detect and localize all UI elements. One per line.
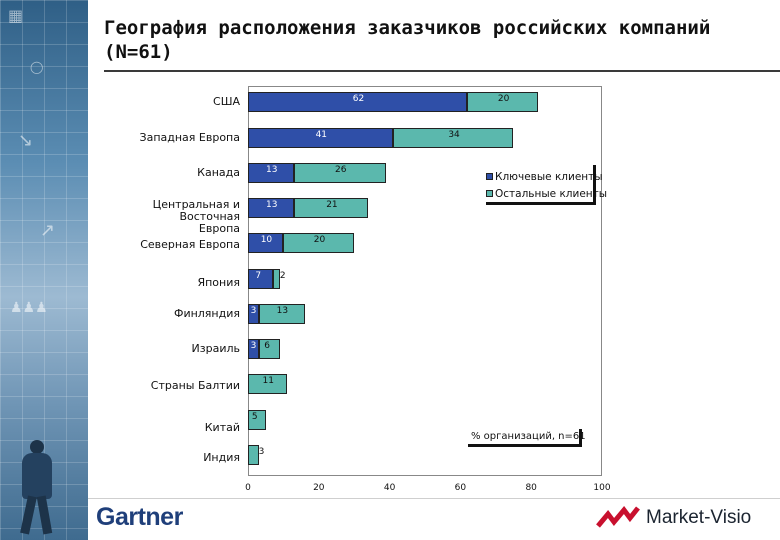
market-visio-logo-icon bbox=[596, 506, 640, 528]
category-label-line: Китай bbox=[204, 421, 240, 434]
title-divider bbox=[104, 70, 780, 72]
bar-other-clients bbox=[294, 163, 387, 183]
market-visio-logo-text: Market-Visio bbox=[646, 507, 752, 528]
value-label-other: 2 bbox=[279, 271, 286, 281]
decorative-grid bbox=[0, 0, 88, 540]
legend-label-key: Ключевые клиенты bbox=[495, 171, 603, 183]
category-label: Западная Европа bbox=[100, 132, 240, 144]
value-label-key: 13 bbox=[266, 200, 278, 210]
value-label-other: 34 bbox=[448, 130, 460, 140]
bar-other-clients bbox=[467, 92, 539, 112]
value-label-other: 5 bbox=[251, 412, 258, 422]
bar-key-clients bbox=[248, 92, 468, 112]
category-label: Северная Европа bbox=[100, 239, 240, 251]
legend-label-other: Остальные клиенты bbox=[495, 188, 608, 200]
legend-swatch-other bbox=[486, 190, 493, 197]
category-label-line: Израиль bbox=[191, 342, 240, 355]
bar-other-clients bbox=[248, 374, 287, 394]
plot-area bbox=[248, 86, 602, 476]
gartner-logo: Gartner bbox=[96, 503, 183, 531]
x-axis-tick-label: 80 bbox=[525, 483, 537, 493]
value-label-key: 3 bbox=[250, 341, 257, 351]
decorative-square-icon: ▦ bbox=[8, 6, 24, 25]
category-label: Индия bbox=[100, 452, 240, 464]
x-axis-tick-label: 40 bbox=[383, 483, 396, 493]
legend-swatch-key bbox=[486, 173, 493, 180]
bar-other-clients bbox=[283, 233, 355, 253]
category-label: Центральная и Восточная Европа bbox=[100, 199, 240, 235]
x-axis-tick-label: 20 bbox=[313, 483, 325, 493]
value-label-other: 26 bbox=[335, 165, 347, 175]
value-label-other: 20 bbox=[497, 94, 510, 104]
bar-key-clients bbox=[248, 233, 284, 253]
bar-key-clients bbox=[248, 339, 259, 359]
category-label: Китай bbox=[100, 422, 240, 434]
page-title: География расположения заказчиков россий… bbox=[104, 17, 711, 63]
decorative-arrow-icon: ↗ bbox=[40, 220, 56, 241]
bar-other-clients bbox=[258, 304, 305, 324]
value-label-other: 21 bbox=[326, 200, 338, 210]
category-label: Япония bbox=[100, 277, 240, 289]
bar-other-clients bbox=[248, 445, 259, 465]
value-label-key: 7 bbox=[255, 271, 262, 281]
legend-item-key: Ключевые клиенты bbox=[486, 171, 603, 183]
category-label-line: Япония bbox=[197, 276, 240, 289]
value-label-key: 3 bbox=[250, 306, 257, 316]
decorative-circle-icon: ◯ bbox=[30, 60, 44, 74]
category-label-line: Страны Балтии bbox=[150, 379, 240, 392]
bar-other-clients bbox=[294, 198, 369, 218]
value-label-other: 13 bbox=[276, 306, 289, 316]
sample-note: % организаций, n=61 bbox=[468, 429, 586, 447]
x-axis-tick-label: 0 bbox=[245, 483, 251, 493]
category-label-line: Канада bbox=[197, 166, 240, 179]
category-label-line: Финляндия bbox=[173, 307, 240, 320]
bar-key-clients bbox=[248, 269, 273, 289]
x-axis-tick-label: 60 bbox=[454, 483, 467, 493]
bar-other-clients bbox=[248, 410, 266, 430]
category-label: Финляндия bbox=[100, 308, 240, 320]
category-label: Израиль bbox=[100, 343, 240, 355]
bar-key-clients bbox=[248, 304, 259, 324]
value-label-key: 10 bbox=[260, 235, 273, 245]
value-label-key: 13 bbox=[266, 165, 278, 175]
category-label: Страны Балтии bbox=[100, 380, 240, 392]
category-label-line: Западная Европа bbox=[139, 131, 240, 144]
bar-key-clients bbox=[248, 198, 295, 218]
decorative-arrow-icon: ↘ bbox=[18, 130, 34, 151]
chart-legend: Ключевые клиенты Остальные клиенты bbox=[486, 165, 607, 205]
category-label-line: Европа bbox=[198, 222, 240, 235]
footer-divider bbox=[88, 498, 780, 499]
value-label-other: 6 bbox=[264, 341, 270, 351]
value-label-other: 3 bbox=[258, 447, 265, 457]
legend-item-other: Остальные клиенты bbox=[486, 188, 607, 200]
category-label-line: Центральная и bbox=[152, 198, 240, 211]
decorative-people-icon: ♟♟♟ bbox=[10, 300, 48, 316]
value-label-other: 11 bbox=[262, 376, 274, 386]
bar-other-clients bbox=[258, 339, 280, 359]
category-label: Канада bbox=[100, 167, 240, 179]
category-label-line: Восточная bbox=[179, 210, 240, 223]
value-label-key: 41 bbox=[315, 130, 328, 140]
bar-other-clients bbox=[393, 128, 514, 148]
x-axis-tick-label: 100 bbox=[593, 483, 611, 493]
bar-key-clients bbox=[248, 163, 295, 183]
value-label-other: 20 bbox=[313, 235, 326, 245]
category-label-line: Индия bbox=[203, 451, 240, 464]
walking-person-figure bbox=[14, 440, 60, 536]
category-label-line: США bbox=[213, 95, 240, 108]
bar-key-clients bbox=[248, 128, 394, 148]
bar-other-clients bbox=[272, 269, 280, 289]
left-decorative-strip: ▦ ◯ ↘ ↗ ♟♟♟ bbox=[0, 0, 88, 540]
category-label: США bbox=[100, 96, 240, 108]
value-label-key: 62 bbox=[352, 94, 365, 104]
category-label-line: Северная Европа bbox=[140, 238, 240, 251]
